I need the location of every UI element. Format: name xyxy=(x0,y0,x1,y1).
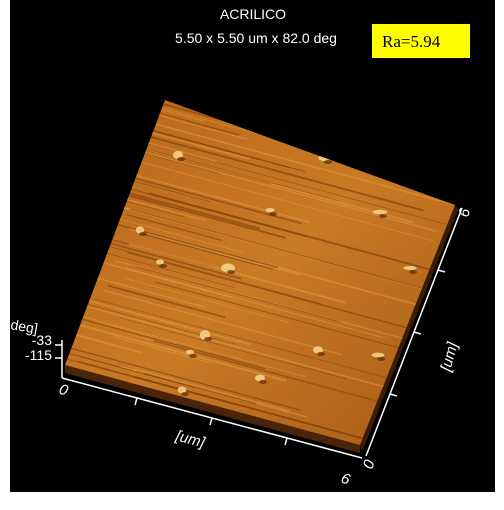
surface-feature-shadow xyxy=(204,337,212,341)
surface-feature-shadow xyxy=(379,214,387,218)
surface-feature-shadow xyxy=(139,232,147,236)
page: {"header": {"title": "ACRILICO", "subtit… xyxy=(0,0,504,510)
subtitle: 5.50 x 5.50 um x 82.0 deg xyxy=(175,30,337,46)
surface-feature-shadow xyxy=(159,264,167,268)
surface-feature-shadow xyxy=(317,352,325,356)
surface-feature-shadow xyxy=(227,270,235,274)
title: ACRILICO xyxy=(220,6,286,22)
surface-feature xyxy=(156,259,164,264)
surface-feature xyxy=(186,350,194,354)
surface-feature xyxy=(373,210,388,215)
surface-feature-shadow xyxy=(259,380,267,384)
surface-feature-shadow xyxy=(409,270,417,274)
surface-feature xyxy=(372,353,385,358)
surface-feature xyxy=(403,266,416,270)
surface-feature xyxy=(265,208,274,212)
surface-feature-shadow xyxy=(324,160,332,164)
afm-figure: ACRILICO 5.50 x 5.50 um x 82.0 deg Ra=5.… xyxy=(0,0,504,510)
surface-feature-shadow xyxy=(181,392,189,396)
annotation: Ra=5.94 xyxy=(382,32,441,51)
z-tick-label: -115 xyxy=(25,347,52,363)
z-tick-label: -33 xyxy=(32,332,52,348)
surface-feature-shadow xyxy=(177,157,185,161)
surface-feature-shadow xyxy=(269,212,277,216)
surface-feature-shadow xyxy=(189,354,197,358)
surface-feature-shadow xyxy=(377,357,385,361)
